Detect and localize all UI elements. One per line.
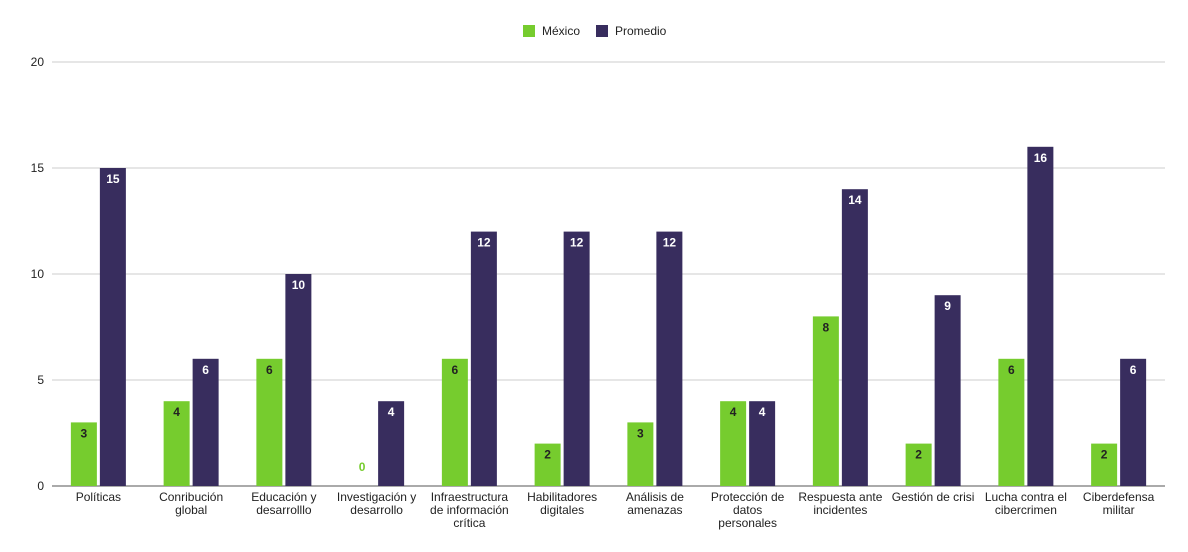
x-tick-label-line: Protección de <box>711 490 785 504</box>
bar-mexico <box>70 422 97 486</box>
x-tick-label-line: digitales <box>540 503 584 517</box>
bar-promedio <box>656 231 683 486</box>
data-label: 4 <box>388 405 395 419</box>
x-tick-label-line: personales <box>718 516 777 530</box>
bar-promedio <box>1120 358 1147 486</box>
legend-label: Promedio <box>615 24 667 38</box>
x-tick-label-line: amenazas <box>627 503 682 517</box>
bar-mexico <box>1091 443 1118 486</box>
legend: México Promedio <box>523 24 667 38</box>
x-tick-label-line: Respuesta ante <box>798 490 882 504</box>
x-tick-label: Análisis de amenazas <box>626 490 684 517</box>
bar-promedio <box>1027 146 1054 487</box>
legend-swatch <box>523 25 535 37</box>
x-tick-label-line: Análisis de <box>626 490 684 504</box>
bar-mexico <box>998 358 1025 486</box>
data-label: 16 <box>1034 151 1048 165</box>
x-tick-label: Respuesta ante incidentes <box>798 490 882 517</box>
x-tick-label-line: cibercrimen <box>995 503 1057 517</box>
bar-promedio <box>99 168 126 486</box>
x-tick-label-line: Conribución <box>159 490 223 504</box>
x-tick-label-line: datos <box>733 503 762 517</box>
bar-promedio <box>470 231 497 486</box>
bar-promedio <box>749 401 776 486</box>
x-tick-label: Conribución global <box>159 490 223 517</box>
x-tick-label-line: Investigación y <box>337 490 416 504</box>
data-label: 4 <box>759 405 766 419</box>
bar-mexico <box>256 358 283 486</box>
x-tick-label-line: desarrollo <box>350 503 403 517</box>
x-tick-label-line: Educación y <box>251 490 316 504</box>
data-label: 3 <box>81 426 88 440</box>
x-tick-label-line: de información <box>430 503 509 517</box>
x-tick-label: Infraestructura de información crítica <box>430 490 509 530</box>
x-tick-label: Políticas <box>76 490 121 504</box>
data-label: 3 <box>637 426 644 440</box>
bar-mexico <box>720 401 747 486</box>
bar-promedio <box>934 295 961 486</box>
data-label: 12 <box>663 236 677 250</box>
bar-promedio <box>285 274 312 486</box>
y-tick-label: 0 <box>37 479 44 493</box>
y-tick-label: 5 <box>37 373 44 387</box>
x-tick-label-line: incidentes <box>813 503 867 517</box>
data-label: 4 <box>730 405 737 419</box>
bar-mexico <box>627 422 654 486</box>
data-label: 6 <box>452 363 459 377</box>
y-tick-label: 20 <box>31 55 45 69</box>
data-label: 6 <box>1130 363 1137 377</box>
bar-promedio <box>563 231 590 486</box>
data-label: 2 <box>544 448 551 462</box>
x-tick-label: Protección de datos personales <box>711 490 785 530</box>
data-label: 6 <box>266 363 273 377</box>
data-label: 6 <box>1008 363 1015 377</box>
x-tick-label: Lucha contra el cibercrimen <box>985 490 1067 517</box>
data-label: 4 <box>173 405 180 419</box>
x-tick-label-line: Infraestructura <box>431 490 509 504</box>
data-label: 12 <box>570 236 584 250</box>
x-tick-label-line: crítica <box>453 516 485 530</box>
data-label: 2 <box>1101 448 1108 462</box>
data-label: 8 <box>823 320 830 334</box>
data-label: 2 <box>915 448 922 462</box>
x-tick-label: Gestión de crisi <box>892 490 975 504</box>
x-tick-label-line: Habilitadores <box>527 490 597 504</box>
x-tick-label-line: global <box>175 503 207 517</box>
data-label: 15 <box>106 172 120 186</box>
x-tick-label: Educación y desarrolllo <box>251 490 316 517</box>
bar-mexico <box>163 401 190 486</box>
data-label: 12 <box>477 236 491 250</box>
data-label: 9 <box>944 299 951 313</box>
x-tick-label-line: Ciberdefensa <box>1083 490 1155 504</box>
x-tick-label-line: Lucha contra el <box>985 490 1067 504</box>
data-label: 0 <box>359 460 366 474</box>
x-tick-label-line: desarrolllo <box>256 503 312 517</box>
data-label: 6 <box>202 363 209 377</box>
x-tick-label-line: militar <box>1103 503 1135 517</box>
y-axis: 0 5 10 15 20 <box>31 55 45 493</box>
bar-promedio <box>192 358 219 486</box>
bar-mexico <box>534 443 561 486</box>
x-tick-label: Ciberdefensa militar <box>1083 490 1155 517</box>
x-tick-label-line: Políticas <box>76 490 121 504</box>
gridlines <box>52 61 1165 487</box>
data-label: 14 <box>848 193 862 207</box>
x-tick-label: Investigación y desarrollo <box>337 490 416 517</box>
bar-mexico <box>905 443 932 486</box>
x-tick-label: Habilitadores digitales <box>527 490 597 517</box>
legend-swatch <box>596 25 608 37</box>
bar-mexico <box>812 316 839 486</box>
bar-promedio <box>378 401 405 486</box>
y-tick-label: 10 <box>31 267 45 281</box>
legend-label: México <box>542 24 580 38</box>
x-tick-label-line: Gestión de crisi <box>892 490 975 504</box>
bar-mexico <box>441 358 468 486</box>
data-label: 10 <box>292 278 306 292</box>
bar-promedio <box>841 189 868 486</box>
y-tick-label: 15 <box>31 161 45 175</box>
